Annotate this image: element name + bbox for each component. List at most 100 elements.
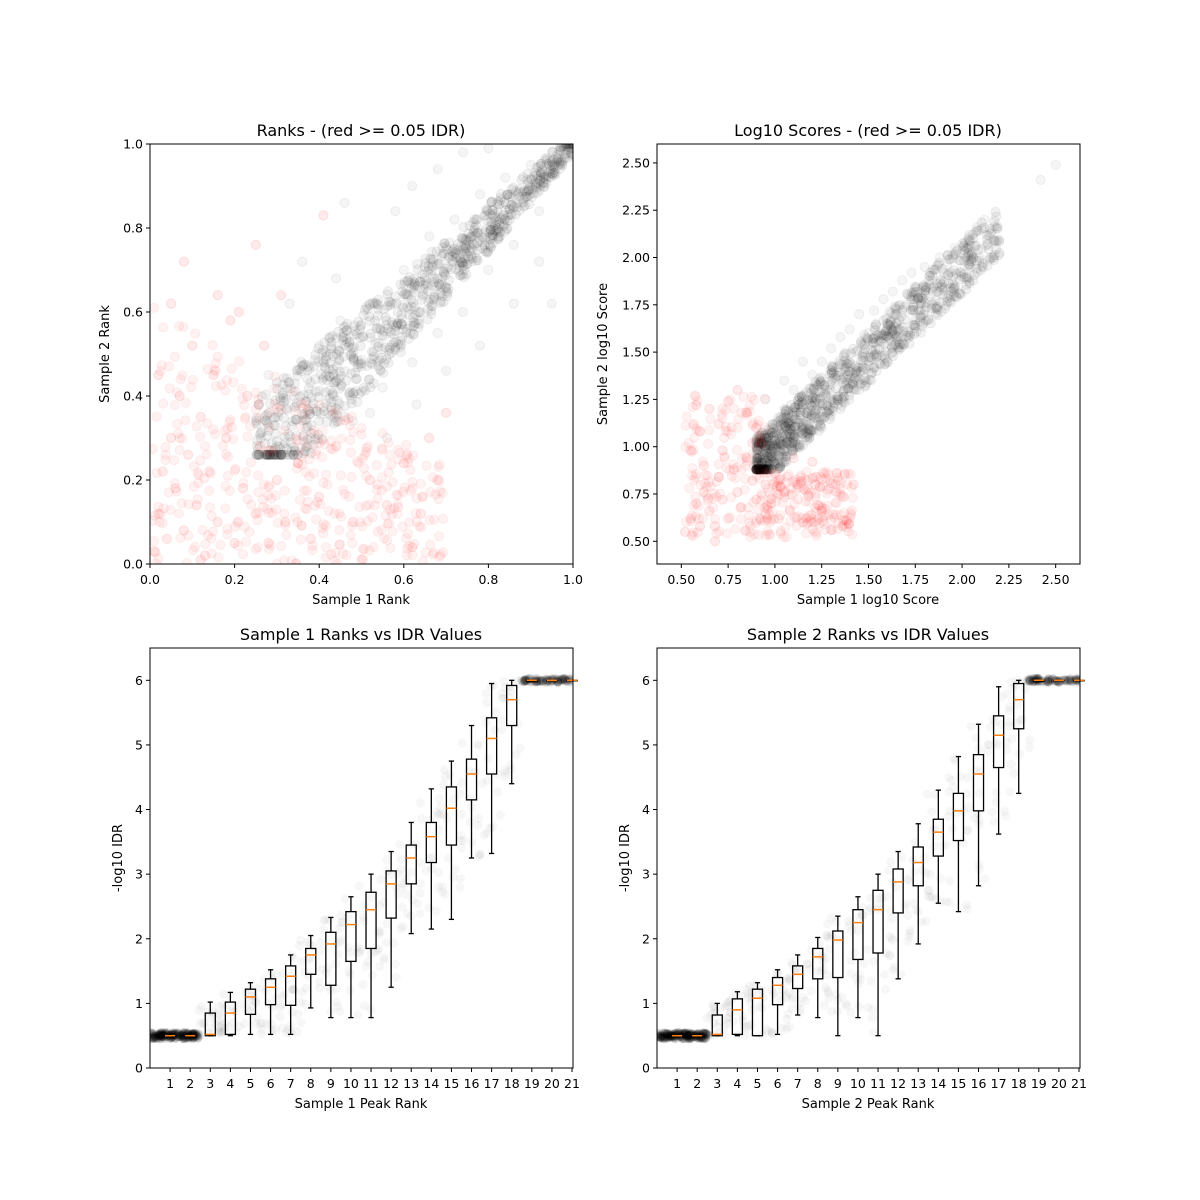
scores-cloud-point-gray (812, 420, 823, 431)
ranks-cloud-point-gray (318, 372, 329, 383)
scores-cloud-point-red (768, 513, 780, 525)
ranks-cloud-point-gray (409, 279, 420, 291)
scores-cloud-point-gray (816, 372, 827, 383)
scores-cloud-point-gray (892, 342, 904, 353)
scores-cloud-point-gray (828, 366, 839, 377)
sample1-cloud-point (416, 879, 425, 888)
scores-cloud-point-gray (840, 365, 852, 377)
ranks-cloud-point-red (299, 503, 311, 514)
scores-cloud-point-gray (765, 449, 776, 460)
ranks-point-gray (500, 172, 511, 183)
scores-point-gray (788, 384, 799, 396)
ranks-point-red (174, 390, 185, 402)
scores-cloud-point-red (819, 510, 831, 521)
ranks-cloud-point-gray (539, 153, 550, 165)
scores-cloud-point-gray (786, 438, 798, 449)
scores-cloud-point-gray (910, 283, 921, 294)
ranks-cloud-point-gray (505, 189, 516, 200)
ranks-cloud-point-gray (253, 443, 264, 455)
scores-cloud-point-red (705, 481, 716, 492)
ranks-cloud-point-red (356, 423, 367, 434)
scores-cloud-point-gray (869, 324, 880, 336)
ranks-cloud-point-gray (312, 433, 323, 444)
ranks-point-gray (314, 340, 325, 351)
ranks-point-gray (398, 264, 409, 276)
scores-cloud-point-red (744, 517, 755, 528)
scores-cloud-point-gray (785, 437, 796, 448)
scores-cloud-point-red (820, 524, 831, 535)
ranks-cloud-point-gray (306, 420, 317, 431)
scores-cloud-point-gray (803, 425, 814, 436)
ranks-cloud-point-gray (467, 231, 478, 242)
ranks-cloud-point-red (318, 519, 329, 530)
scores-cloud-point-gray (839, 397, 850, 408)
scores-cloud-point-gray (755, 454, 766, 465)
scores-cloud-point-gray (752, 444, 763, 456)
scores-cloud-point-gray (756, 438, 767, 450)
ranks-cloud-point-red (297, 402, 308, 413)
sample2-cloud-point (854, 1002, 863, 1011)
ranks-cloud-point-gray (487, 232, 498, 243)
ranks-cloud-point-gray (510, 186, 522, 197)
ranks-cloud-point-gray (272, 449, 283, 460)
ranks-cloud-point-gray (474, 235, 486, 246)
ranks-cloud-point-gray (454, 270, 466, 281)
ranks-cloud-point-red (304, 471, 315, 482)
sample2-x-tick-label: 18 (1011, 1076, 1027, 1091)
ranks-cloud-point-gray (562, 144, 573, 152)
scores-cloud-point-gray (794, 442, 805, 453)
ranks-cloud-point-gray (377, 344, 388, 355)
ranks-cloud-point-gray (356, 319, 367, 330)
sample1-y-tick-label: 3 (135, 867, 143, 882)
ranks-cloud-point-red (271, 402, 283, 413)
ranks-cloud-point-gray (447, 250, 458, 261)
scores-cloud-point-gray (784, 428, 795, 439)
ranks-cloud-point-gray (438, 296, 449, 308)
ranks-cloud-point-gray (378, 304, 390, 315)
ranks-cloud-point-red (401, 533, 412, 544)
ranks-cloud-point-gray (261, 430, 273, 441)
scores-cloud-point-gray (793, 427, 805, 438)
scores-cloud-point-gray (947, 252, 959, 264)
scores-cloud-point-gray (851, 365, 862, 376)
ranks-cloud-point-gray (401, 323, 412, 334)
ranks-cloud-point-red (357, 453, 368, 464)
scores-cloud-point-gray (801, 407, 813, 419)
ranks-cloud-point-red (192, 467, 203, 478)
sample1-x-tick-label: 8 (307, 1076, 315, 1091)
sample1-cloud-point (379, 898, 388, 907)
sample1-cloud-point (398, 922, 407, 931)
ranks-cloud-point-gray (300, 359, 311, 370)
scores-cloud-point-gray (760, 429, 771, 440)
scores-cloud-point-gray (761, 448, 772, 459)
ranks-cloud-point-gray (437, 242, 448, 253)
ranks-cloud-point-gray (426, 308, 437, 320)
ranks-cloud-point-gray (282, 449, 293, 460)
ranks-cloud-point-gray (457, 258, 468, 269)
scores-point-gray (822, 384, 833, 396)
ranks-cloud-point-gray (481, 247, 492, 258)
ranks-cloud-point-red (224, 416, 235, 428)
ranks-cloud-point-red (319, 439, 330, 450)
ranks-cloud-point-red (325, 443, 337, 454)
ranks-cloud-point-gray (281, 383, 293, 394)
scores-cloud-point-gray (955, 266, 966, 277)
ranks-cloud-point-gray (406, 294, 417, 305)
scores-cloud-point-gray (754, 437, 765, 448)
scores-cloud-point-gray (943, 254, 955, 265)
ranks-cloud-point-red (326, 549, 337, 560)
scores-cloud-point-gray (918, 280, 929, 291)
sample1-cloud-point (457, 809, 466, 818)
scores-cloud-point-gray (759, 464, 770, 475)
scores-cloud-point-red (824, 475, 835, 486)
scores-cloud-point-gray (769, 443, 780, 454)
scores-cloud-point-gray (957, 238, 968, 249)
ranks-cloud-point-red (204, 502, 216, 513)
scores-cloud-point-gray (909, 289, 920, 301)
ranks-cloud-point-red (173, 428, 184, 439)
scores-cloud-point-gray (984, 223, 995, 235)
scores-cloud-point-gray (752, 435, 763, 446)
ranks-cloud-point-red (241, 467, 252, 478)
scores-y-axis-label: Sample 2 log10 Score (596, 283, 611, 425)
ranks-cloud-point-gray (321, 416, 332, 428)
